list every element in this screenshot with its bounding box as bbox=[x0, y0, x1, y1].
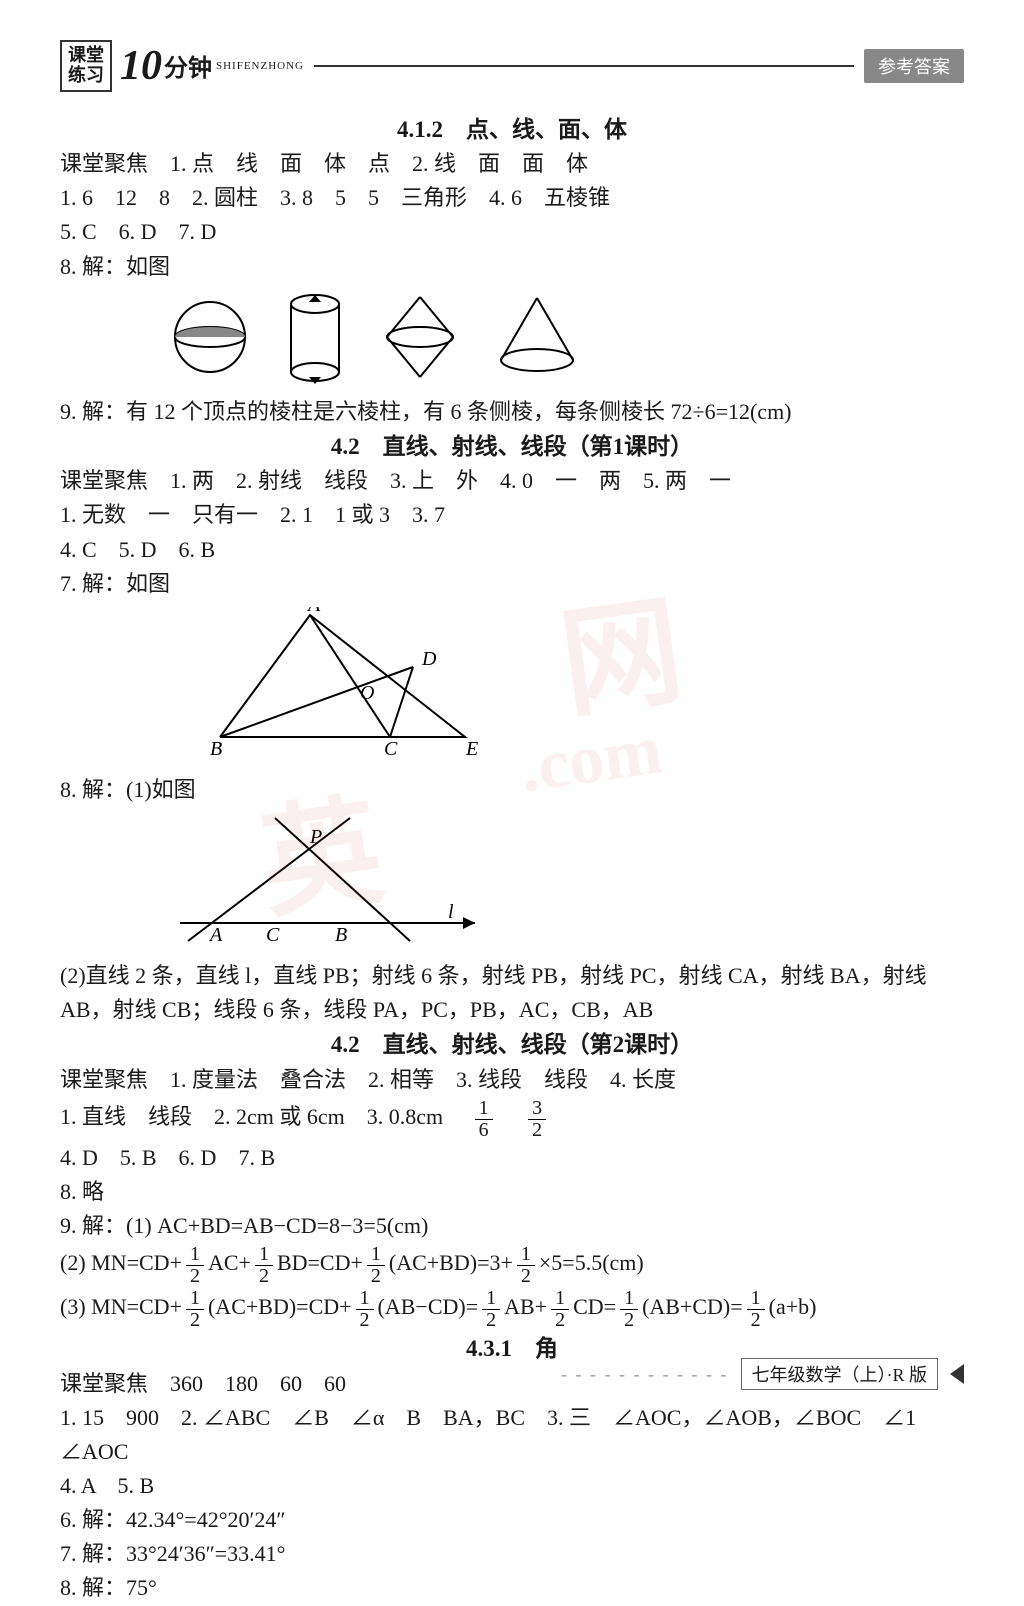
footer-dashes: - - - - - - - - - - - - bbox=[561, 1364, 728, 1385]
text-line: (2)直线 2 条，直线 l，直线 PB；射线 6 条，射线 PB，射线 PC，… bbox=[60, 959, 964, 1027]
text-line: 课堂聚焦 1. 度量法 叠合法 2. 相等 3. 线段 线段 4. 长度 bbox=[60, 1063, 964, 1097]
cylinder-icon bbox=[285, 292, 345, 387]
text-line: 8. 解：如图 bbox=[60, 250, 964, 284]
pinyin-text: SHIFENZHONG bbox=[216, 60, 304, 72]
text-line: 1. 无数 一 只有一 2. 1 1 或 3 3. 7 bbox=[60, 498, 964, 532]
text-line: 8. 略 bbox=[60, 1175, 964, 1209]
text-line: 4. C 5. D 6. B bbox=[60, 533, 964, 567]
text-line: 9. 解：(1) AC+BD=AB−CD=8−3=5(cm) bbox=[60, 1209, 964, 1243]
footer: - - - - - - - - - - - - 七年级数学（上）·R 版 bbox=[561, 1358, 964, 1390]
text-line: 6. 解：42.34°=42°20′24″ bbox=[60, 1503, 964, 1537]
answer-badge: 参考答案 bbox=[864, 49, 964, 83]
header: 课堂 练习 10 分钟 SHIFENZHONG 参考答案 bbox=[60, 40, 964, 92]
svg-text:C: C bbox=[384, 738, 398, 757]
text-line: 7. 解：33°24′36″=33.41° bbox=[60, 1537, 964, 1571]
section-title-42a: 4.2 直线、射线、线段（第1课时） bbox=[60, 429, 964, 465]
svg-text:D: D bbox=[421, 648, 437, 670]
footer-triangle-icon bbox=[950, 1364, 964, 1384]
text-line: 8. 解：75° bbox=[60, 1571, 964, 1605]
svg-text:l: l bbox=[448, 901, 454, 923]
svg-text:A: A bbox=[208, 924, 223, 943]
logo-box: 课堂 练习 bbox=[60, 40, 112, 92]
fraction: 32 bbox=[528, 1097, 546, 1141]
watermark: 网 bbox=[548, 552, 691, 741]
text-line: 1. 6 12 8 2. 圆柱 3. 8 5 5 三角形 4. 6 五棱锥 bbox=[60, 181, 964, 215]
svg-text:O: O bbox=[360, 682, 374, 704]
text-line: 4. A 5. B bbox=[60, 1469, 964, 1503]
ten-number: 10 bbox=[120, 42, 162, 90]
watermark: 英 bbox=[248, 752, 391, 941]
text-line: 8. 解：(1)如图 bbox=[60, 773, 964, 807]
shapes-row bbox=[170, 292, 964, 387]
text-line: 1. 15 900 2. ∠ABC ∠B ∠α B BA，BC 3. 三 ∠AO… bbox=[60, 1401, 964, 1469]
text-line: (3) MN=CD+12(AC+BD)=CD+12(AB−CD)=12AB+12… bbox=[60, 1287, 964, 1331]
bicone-icon bbox=[380, 292, 460, 382]
svg-text:B: B bbox=[210, 738, 222, 757]
text-line: 4. D 5. B 6. D 7. B bbox=[60, 1141, 964, 1175]
text-line: (2) MN=CD+12AC+12BD=CD+12(AC+BD)=3+12×5=… bbox=[60, 1243, 964, 1287]
text-line: 课堂聚焦 1. 点 线 面 体 点 2. 线 面 面 体 bbox=[60, 147, 964, 181]
footer-box: 七年级数学（上）·R 版 bbox=[741, 1358, 939, 1390]
fraction: 16 bbox=[475, 1097, 493, 1141]
text-line: 9. 解：有 12 个顶点的棱柱是六棱柱，有 6 条侧棱，每条侧棱长 72÷6=… bbox=[60, 395, 964, 429]
section-title-412: 4.1.2 点、线、面、体 bbox=[60, 112, 964, 148]
text-line: 课堂聚焦 1. 两 2. 射线 线段 3. 上 外 4. 0 一 两 5. 两 … bbox=[60, 464, 964, 498]
text-line: 5. C 6. D 7. D bbox=[60, 215, 964, 249]
cone-icon bbox=[495, 292, 580, 377]
logo-top: 课堂 bbox=[68, 46, 104, 66]
logo-bottom: 练习 bbox=[68, 66, 104, 86]
header-rule bbox=[314, 65, 854, 67]
svg-text:A: A bbox=[306, 607, 321, 616]
sphere-icon bbox=[170, 292, 250, 377]
section-title-42b: 4.2 直线、射线、线段（第2课时） bbox=[60, 1027, 964, 1063]
text-line: 7. 解：如图 bbox=[60, 567, 964, 601]
text-line: 1. 直线 线段 2. 2cm 或 6cm 3. 0.8cm 16 32 bbox=[60, 1097, 964, 1141]
fenzhong-text: 分钟 bbox=[164, 48, 212, 83]
svg-text:E: E bbox=[465, 738, 478, 757]
